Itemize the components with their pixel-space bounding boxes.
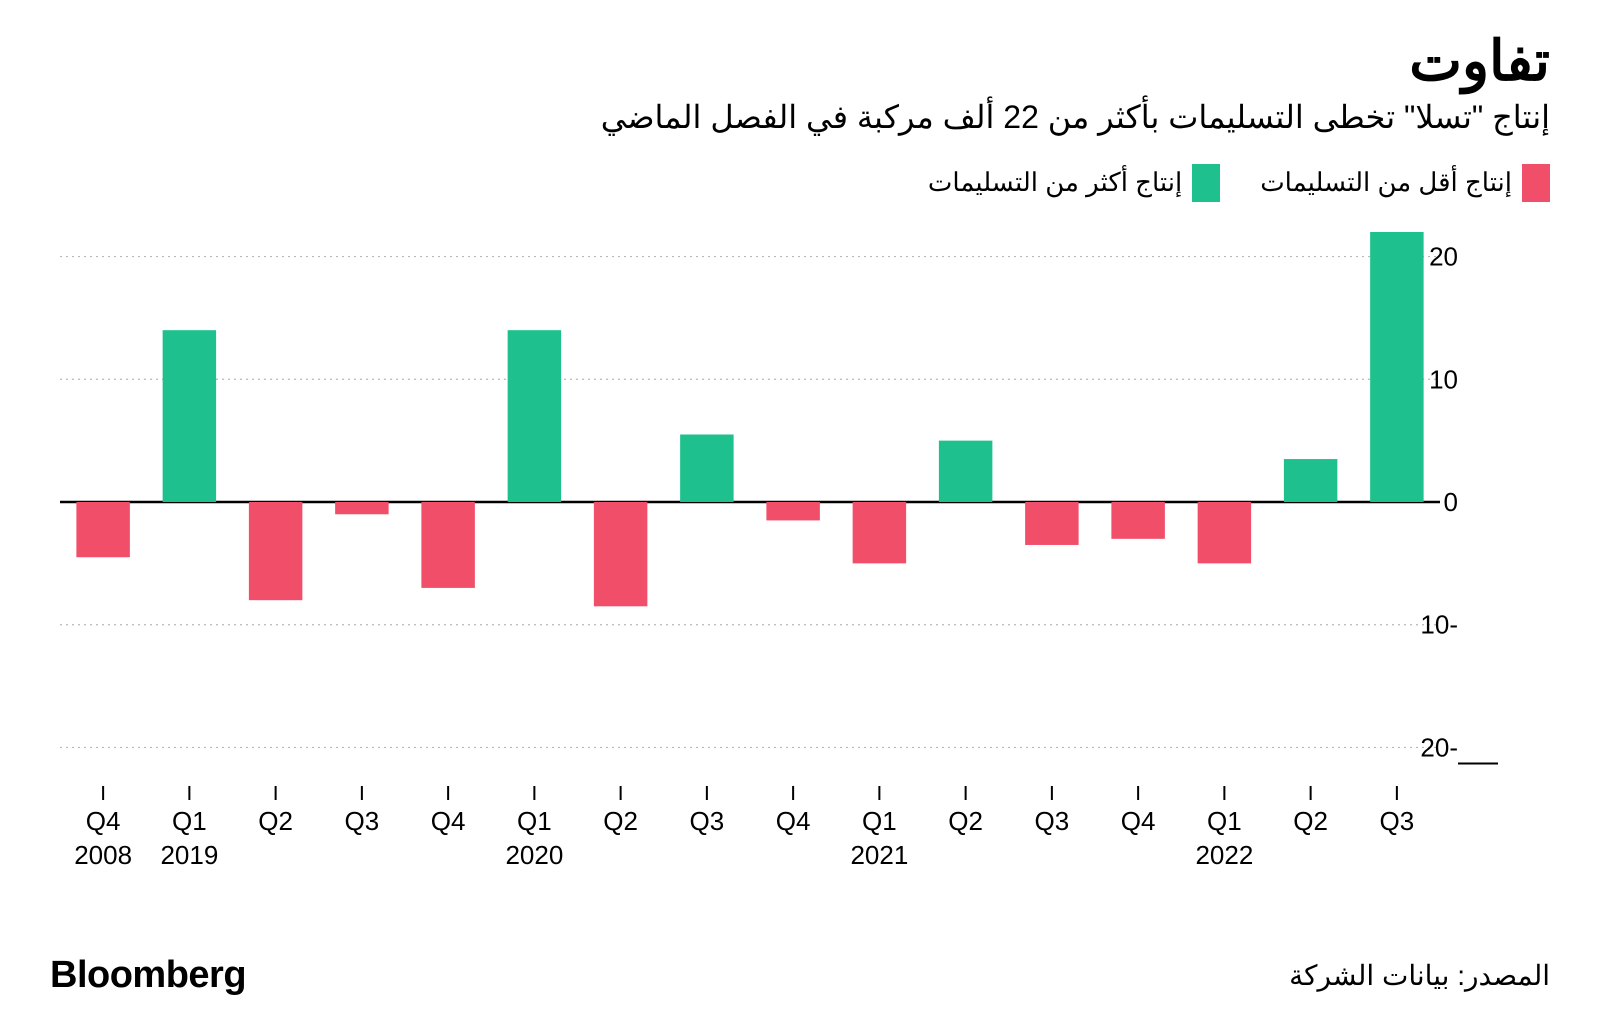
brand-logo: Bloomberg [50,954,246,997]
legend-item-positive: إنتاج أكثر من التسليمات [928,164,1220,202]
bar [508,330,561,502]
x-tick-quarter: Q2 [603,806,638,836]
y-tick-label: 10 [1429,364,1458,394]
chart-plot-area: 20 ألف100-10-20Q42008Q12019Q2Q3Q4Q12020Q… [50,222,1550,930]
x-tick-quarter: Q3 [690,806,725,836]
x-tick-quarter: Q4 [431,806,466,836]
legend-swatch-negative [1522,164,1550,202]
x-tick-quarter: Q4 [776,806,811,836]
legend-label-positive: إنتاج أكثر من التسليمات [928,167,1182,198]
legend: إنتاج أقل من التسليمات إنتاج أكثر من الت… [50,164,1550,202]
x-tick-year: 2020 [505,840,563,870]
x-tick-quarter: Q2 [1293,806,1328,836]
bar [1370,232,1423,502]
chart-svg: 20 ألف100-10-20Q42008Q12019Q2Q3Q4Q12020Q… [50,222,1550,882]
chart-title: تفاوت [50,30,1550,92]
x-tick-quarter: Q1 [1207,806,1242,836]
chart-subtitle: إنتاج "تسلا" تخطى التسليمات بأكثر من 22 … [50,98,1550,136]
bar [163,330,216,502]
source-label: المصدر: بيانات الشركة [1289,959,1550,992]
x-tick-year: 2019 [160,840,218,870]
x-tick-quarter: Q3 [1035,806,1070,836]
x-tick-quarter: Q4 [86,806,121,836]
x-tick-quarter: Q2 [258,806,293,836]
bar [421,502,474,588]
x-tick-quarter: Q4 [1121,806,1156,836]
bar [1025,502,1078,545]
x-tick-quarter: Q3 [1380,806,1415,836]
x-tick-quarter: Q1 [862,806,897,836]
bar [939,440,992,501]
y-tick-label: 0 [1444,487,1458,517]
x-tick-quarter: Q3 [345,806,380,836]
bar [853,502,906,563]
chart-container: تفاوت إنتاج "تسلا" تخطى التسليمات بأكثر … [0,0,1600,1027]
bar [335,502,388,514]
x-tick-quarter: Q1 [172,806,207,836]
bar [766,502,819,520]
legend-label-negative: إنتاج أقل من التسليمات [1260,167,1512,198]
y-tick-label: -10 [1420,609,1458,639]
bar [1198,502,1251,563]
bar [249,502,302,600]
legend-swatch-positive [1192,164,1220,202]
bar [1111,502,1164,539]
x-tick-quarter: Q2 [948,806,983,836]
bar [1284,459,1337,502]
chart-footer: Bloomberg المصدر: بيانات الشركة [50,954,1550,997]
legend-item-negative: إنتاج أقل من التسليمات [1260,164,1550,202]
bar [594,502,647,606]
x-tick-year: 2021 [850,840,908,870]
y-tick-label: -20 [1420,732,1458,762]
x-tick-year: 2008 [74,840,132,870]
x-tick-year: 2022 [1195,840,1253,870]
bar [680,434,733,502]
x-tick-quarter: Q1 [517,806,552,836]
bar [76,502,129,557]
